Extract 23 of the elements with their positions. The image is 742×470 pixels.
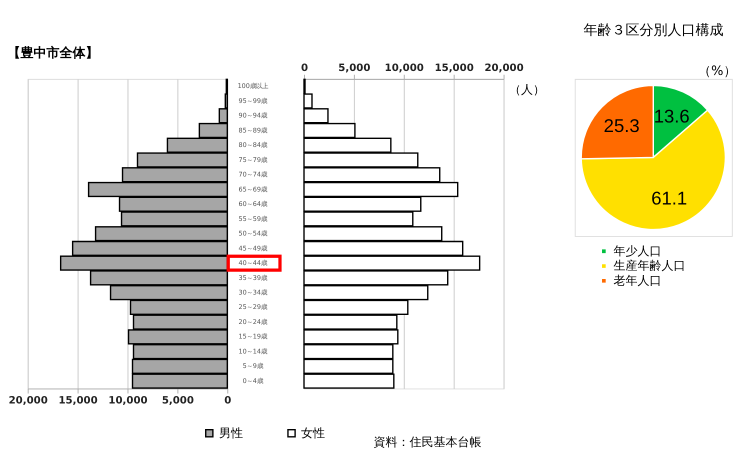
data-label: 13.6 bbox=[654, 106, 690, 127]
x-tick-label: 0 bbox=[300, 63, 308, 74]
legend-label: 年少人口 bbox=[614, 244, 662, 258]
legend-label: 老年人口 bbox=[614, 274, 662, 288]
x-tick-label: 0 bbox=[224, 396, 232, 407]
data-label: 61.1 bbox=[651, 187, 688, 208]
x-tick-label: 5,000 bbox=[162, 396, 194, 407]
text: （%） bbox=[698, 64, 736, 80]
legend-label: 男性 bbox=[218, 426, 243, 440]
x-axis-title: （人） bbox=[509, 82, 546, 97]
chart-title: 【豊中市全体】 bbox=[8, 45, 99, 62]
legend-label: 生産年齢人口 bbox=[614, 258, 686, 273]
text: 資料：住民基本台帳 bbox=[373, 434, 482, 449]
chart-title: 年齢３区分別人口構成 bbox=[583, 22, 724, 39]
x-tick-label: 10,000 bbox=[108, 396, 148, 407]
x-tick-label: 20,000 bbox=[8, 396, 48, 407]
x-tick-label: 5,000 bbox=[338, 63, 370, 74]
text: 女性 bbox=[301, 426, 326, 440]
x-tick-label: 15,000 bbox=[434, 63, 474, 74]
x-tick-label: 15,000 bbox=[58, 396, 98, 407]
x-tick-label: 20,000 bbox=[484, 63, 524, 74]
x-tick-label: 10,000 bbox=[384, 63, 424, 74]
data-label: 25.3 bbox=[604, 114, 640, 136]
